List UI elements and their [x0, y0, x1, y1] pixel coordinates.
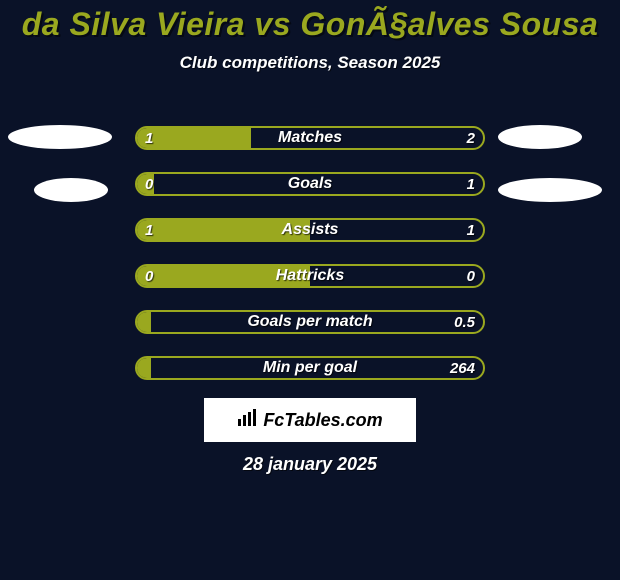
bar-track: [135, 172, 485, 196]
bar-track: [135, 264, 485, 288]
stat-row: Goals per match0.5: [0, 302, 620, 348]
decorative-ellipse: [498, 125, 582, 149]
chart-bars-icon: [237, 409, 259, 432]
chart-area: Matches12Goals01Assists11Hattricks00Goal…: [0, 118, 620, 394]
bar-track: [135, 310, 485, 334]
comparison-infographic: da Silva Vieira vs GonÃ§alves Sousa Club…: [0, 0, 620, 580]
page-title: da Silva Vieira vs GonÃ§alves Sousa: [0, 0, 620, 43]
decorative-ellipse: [34, 178, 108, 202]
bar-fill: [137, 174, 154, 194]
bar-fill: [137, 128, 251, 148]
stat-row: Min per goal264: [0, 348, 620, 394]
bar-fill: [137, 266, 310, 286]
watermark-text: FcTables.com: [263, 410, 382, 431]
decorative-ellipse: [8, 125, 112, 149]
page-subtitle: Club competitions, Season 2025: [0, 53, 620, 73]
decorative-ellipse: [498, 178, 602, 202]
bar-track: [135, 218, 485, 242]
date-label: 28 january 2025: [0, 454, 620, 475]
bar-fill: [137, 220, 310, 240]
stat-row: Hattricks00: [0, 256, 620, 302]
bar-track: [135, 356, 485, 380]
watermark: FcTables.com: [204, 398, 416, 442]
bar-fill: [137, 358, 151, 378]
bar-track: [135, 126, 485, 150]
bar-fill: [137, 312, 151, 332]
stat-row: Assists11: [0, 210, 620, 256]
